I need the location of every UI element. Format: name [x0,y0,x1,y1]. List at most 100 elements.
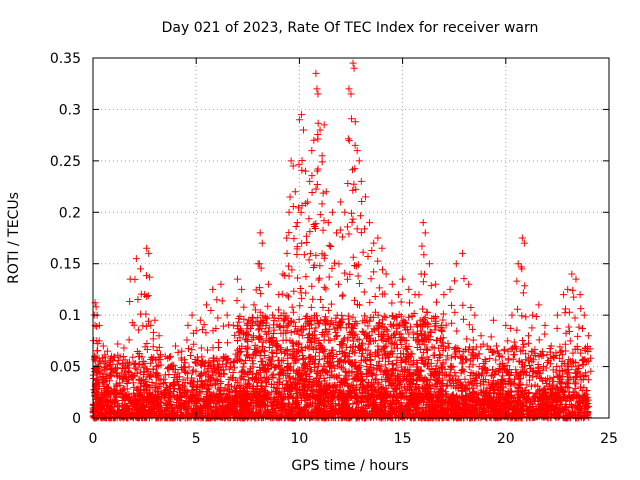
data-point [146,400,154,408]
data-point [558,405,566,413]
data-point [270,402,278,410]
data-point [293,400,301,408]
data-point [482,413,490,421]
data-point [255,412,263,420]
data-point [249,403,257,411]
data-point [109,409,117,417]
data-point [201,410,209,418]
data-point [132,359,140,367]
data-point [165,353,173,361]
data-point [319,408,327,416]
data-point [226,408,234,416]
data-point [274,356,282,364]
data-point [129,353,137,361]
data-point [155,402,163,410]
data-point [279,406,287,414]
data-point [568,402,576,410]
data-point [543,358,551,366]
data-point [488,397,496,405]
data-point [261,403,269,411]
data-point [214,410,222,418]
data-point [517,400,525,408]
data-point [535,410,543,418]
data-point [313,409,321,417]
data-point [444,410,452,418]
data-point [397,407,405,415]
data-point [157,399,165,407]
data-point [413,411,421,419]
data-point [305,402,313,410]
data-point [312,405,320,413]
data-points [89,59,595,422]
data-point [291,412,299,420]
data-point [339,402,347,410]
data-point [369,404,377,412]
data-point [286,409,294,417]
data-point [116,409,124,417]
data-point [229,409,237,417]
data-point [339,408,347,416]
data-point [418,410,426,418]
data-point [479,413,487,420]
data-point [546,401,554,409]
data-point [139,410,147,418]
data-point [375,413,383,421]
data-point [229,404,237,412]
data-point [577,405,585,413]
data-point [557,379,565,387]
data-point [393,344,401,352]
data-point [326,403,334,411]
data-point [508,398,516,406]
data-point [277,403,285,411]
data-point [227,409,235,417]
data-point [524,406,532,414]
data-point [113,360,121,368]
data-point [387,405,395,413]
data-point [461,410,469,418]
data-point [165,409,173,417]
data-point [135,398,143,406]
data-point [531,413,539,421]
data-point [96,403,104,411]
data-point [445,343,453,351]
data-point [173,407,181,415]
data-point [461,401,469,409]
data-point [577,383,585,391]
data-point [414,409,422,417]
data-point [349,411,357,419]
data-point [318,413,326,421]
data-point [543,410,551,418]
data-point [492,406,500,414]
data-point [565,356,573,364]
data-point [459,412,467,420]
data-point [206,413,214,421]
data-point [553,363,561,371]
data-point [238,403,246,411]
data-point [433,402,441,410]
data-point [583,407,591,415]
data-point [132,410,140,418]
data-point [515,410,523,418]
data-point [561,403,569,411]
data-point [432,407,440,415]
data-point [425,397,433,405]
data-point [405,313,413,321]
data-point [342,413,350,421]
data-point [451,408,459,416]
data-point [202,403,210,411]
data-point [230,364,238,372]
data-point [452,413,460,421]
data-point [470,403,478,411]
data-point [354,406,362,414]
data-point [356,412,364,420]
data-point [366,413,374,421]
data-point [323,407,331,415]
data-point [348,409,356,417]
data-point [402,337,410,345]
data-point [396,403,404,411]
data-point [453,403,461,411]
data-point [509,406,517,414]
data-point [184,409,192,417]
data-point [380,411,388,419]
